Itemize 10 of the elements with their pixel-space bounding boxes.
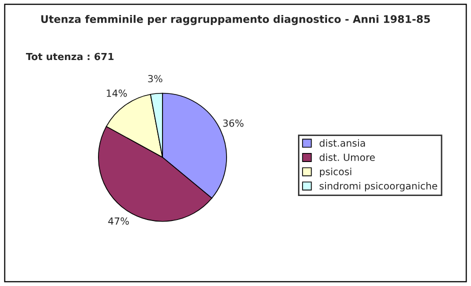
chart-title: Utenza femminile per raggruppamento diagnostico - Anni 1981-85 <box>41 14 430 26</box>
legend-label: sindromi psicoorganiche <box>320 182 438 192</box>
data-label: 47% <box>108 217 129 225</box>
legend-label: dist. Umore <box>320 153 375 161</box>
text: Tot utenza : 671 <box>26 52 114 60</box>
data-label: 3% <box>148 74 162 82</box>
legend-label: psicosi <box>320 168 352 178</box>
data-label: 36% <box>223 119 244 127</box>
legend-label: dist.ansia <box>320 139 365 147</box>
data-label: 14% <box>106 90 127 97</box>
